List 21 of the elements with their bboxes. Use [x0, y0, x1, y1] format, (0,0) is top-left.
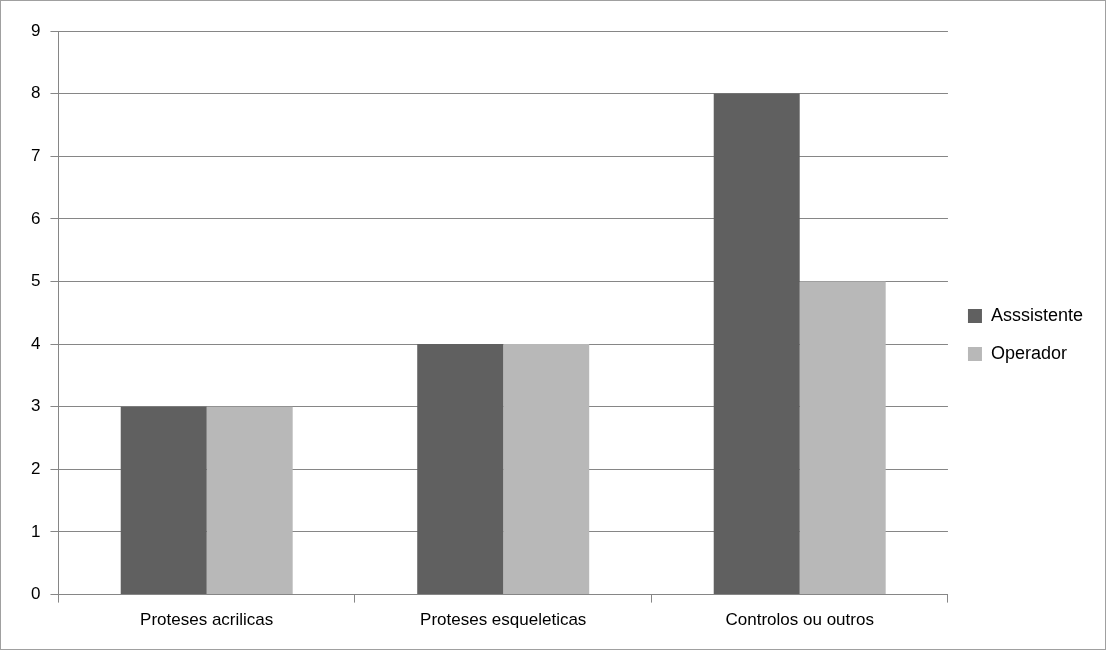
y-tick-label: 4: [30, 333, 41, 353]
x-tick-label: Controlos ou outros: [725, 610, 874, 630]
legend-label: Asssistente: [990, 304, 1084, 325]
y-tick-label: 5: [30, 271, 41, 291]
y-tick-label: 7: [30, 145, 41, 165]
y-tick-label: 9: [30, 20, 41, 40]
bar: [417, 344, 504, 595]
x-tick-label: Proteses esqueleticas: [420, 610, 587, 630]
bar: [120, 406, 207, 595]
bar: [206, 406, 293, 595]
x-tick-label: Proteses acrilicas: [140, 610, 274, 630]
y-tick-label: 3: [30, 396, 41, 416]
bar: [503, 344, 590, 595]
y-tick-label: 6: [30, 208, 41, 228]
y-tick-label: 2: [30, 459, 41, 479]
y-tick-label: 0: [30, 584, 41, 604]
legend-label: Operador: [990, 342, 1068, 363]
bar: [713, 93, 800, 595]
y-tick-label: 1: [30, 521, 41, 541]
bar: [799, 281, 886, 595]
y-tick-label: 8: [30, 83, 41, 103]
